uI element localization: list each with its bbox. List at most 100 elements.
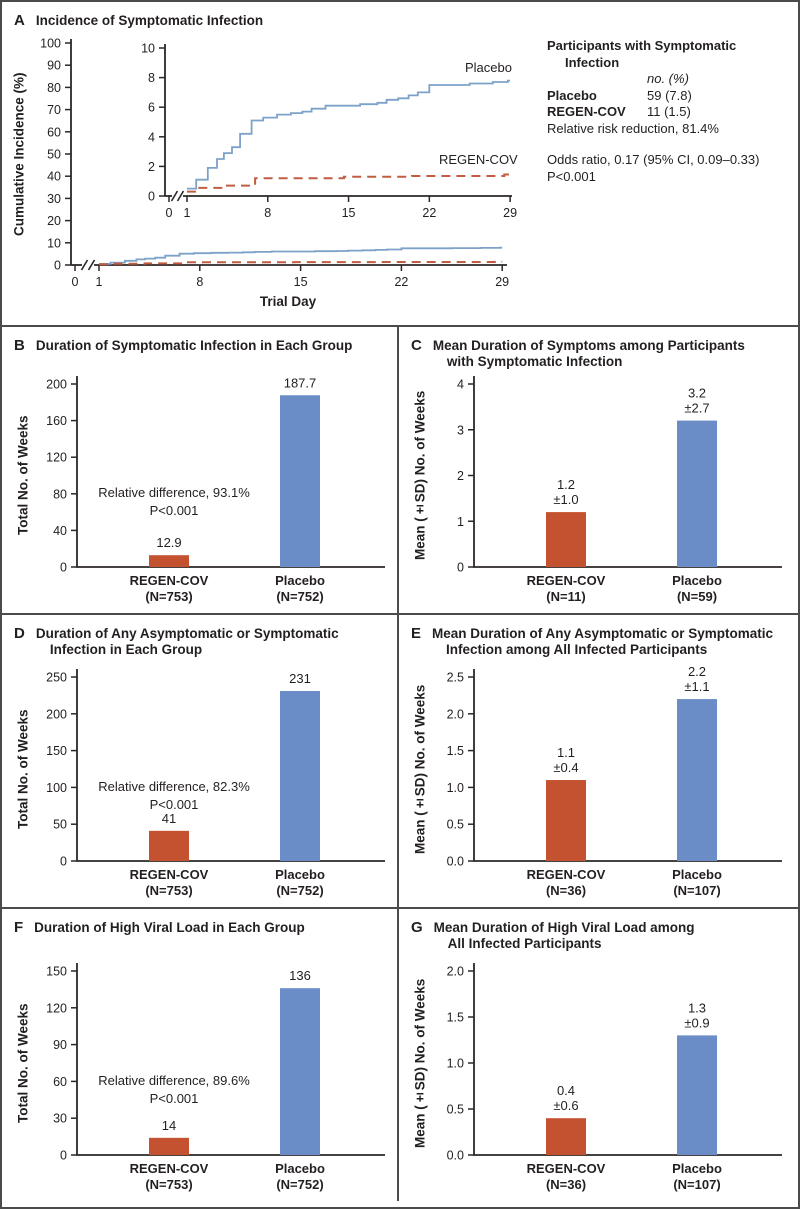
svg-text:2: 2: [148, 160, 155, 174]
svg-text:0: 0: [457, 561, 464, 575]
svg-text:1.0: 1.0: [447, 1057, 464, 1071]
panel-e-y-axis-label: Mean (±SD) No. of Weeks: [412, 684, 428, 854]
svg-text:1.1: 1.1: [557, 745, 575, 760]
svg-text:(N=753): (N=753): [145, 883, 192, 898]
svg-text:(N=36): (N=36): [546, 883, 586, 898]
svg-text:2: 2: [457, 469, 464, 483]
svg-text:1.5: 1.5: [447, 1011, 464, 1025]
svg-text:(N=107): (N=107): [673, 1177, 720, 1192]
svg-text:22: 22: [394, 275, 408, 289]
stats-heading-line2: Infection: [565, 54, 620, 70]
panel-a-title: Incidence of Symptomatic Infection: [35, 13, 264, 28]
svg-text:60: 60: [47, 125, 61, 139]
svg-text:±1.0: ±1.0: [553, 492, 578, 507]
stats-p-value: P<0.001: [547, 168, 596, 184]
panel-e-chart: 0.0 0.5 1.0 1.5 2.0 2.5 1.1±0.4 REGEN-COV(N=36)…: [447, 664, 782, 898]
panel-f-chart: 0 30 60 90 120 150 14 REGEN-COV(N=753) 136 Placeb…: [46, 963, 385, 1192]
svg-text:P<0.001: P<0.001: [150, 1091, 199, 1106]
svg-text:0: 0: [60, 855, 67, 869]
svg-text:20: 20: [47, 214, 61, 228]
svg-text:1.5: 1.5: [447, 744, 464, 758]
svg-text:(N=753): (N=753): [145, 1177, 192, 1192]
svg-text:150: 150: [46, 744, 67, 758]
stats-regen-value: 11 (1.5): [647, 104, 691, 119]
panel-d-y-axis-label: Total No. of Weeks: [15, 709, 31, 829]
panel-g-title: Mean Duration of High Viral Load among: [433, 920, 695, 935]
svg-text:10: 10: [47, 236, 61, 250]
svg-text:Placebo: Placebo: [275, 573, 325, 588]
panel-b-letter: B: [14, 337, 25, 354]
svg-text:2.5: 2.5: [447, 671, 464, 685]
svg-text:Placebo: Placebo: [672, 1161, 722, 1176]
panel-b-y-axis-label: Total No. of Weeks: [15, 415, 31, 536]
svg-text:120: 120: [46, 1001, 67, 1015]
svg-text:14: 14: [162, 1118, 176, 1133]
panel-a-letter: A: [14, 12, 25, 29]
svg-text:0: 0: [60, 1149, 67, 1163]
svg-text:0: 0: [60, 561, 67, 575]
panel-g: G Mean Duration of High Viral Load among…: [399, 909, 798, 1201]
svg-text:1: 1: [457, 515, 464, 529]
svg-text:(N=752): (N=752): [276, 589, 323, 604]
svg-text:Placebo: Placebo: [672, 573, 722, 588]
svg-text:±0.9: ±0.9: [684, 1015, 709, 1030]
row-bc: B Duration of Symptomatic Infection in E…: [2, 325, 798, 613]
svg-text:10: 10: [141, 42, 155, 56]
svg-text:0: 0: [54, 259, 61, 273]
svg-text:90: 90: [47, 59, 61, 73]
svg-text:3: 3: [457, 423, 464, 437]
svg-text:REGEN-COV: REGEN-COV: [527, 1161, 606, 1176]
panel-d-title: Duration of Any Asymptomatic or Symptoma…: [35, 626, 339, 641]
svg-text:±0.6: ±0.6: [553, 1098, 578, 1113]
svg-text:(N=11): (N=11): [546, 589, 585, 604]
svg-text:2.0: 2.0: [447, 965, 464, 979]
svg-text:80: 80: [47, 81, 61, 95]
panel-c-letter: C: [411, 337, 422, 354]
panel-e-title: Mean Duration of Any Asymptomatic or Sym…: [432, 626, 774, 641]
panel-b: B Duration of Symptomatic Infection in E…: [2, 327, 399, 613]
svg-text:2.0: 2.0: [447, 707, 464, 721]
svg-text:REGEN-COV: REGEN-COV: [130, 1161, 209, 1176]
svg-text:29: 29: [503, 206, 517, 220]
panel-e: E Mean Duration of Any Asymptomatic or S…: [399, 615, 798, 907]
svg-text:(N=107): (N=107): [673, 883, 720, 898]
svg-text:4: 4: [457, 378, 464, 392]
svg-text:1: 1: [96, 275, 103, 289]
svg-text:±0.4: ±0.4: [553, 760, 578, 775]
svg-text:187.7: 187.7: [284, 375, 317, 390]
svg-text:160: 160: [46, 414, 67, 428]
svg-text:15: 15: [294, 275, 308, 289]
svg-text:0: 0: [72, 275, 79, 289]
svg-text:(N=59): (N=59): [677, 589, 717, 604]
svg-text:Placebo: Placebo: [275, 867, 325, 882]
svg-text:231: 231: [289, 671, 311, 686]
svg-text:250: 250: [46, 671, 67, 685]
svg-text:1: 1: [184, 206, 191, 220]
svg-text:P<0.001: P<0.001: [150, 503, 199, 518]
stats-column-header: no. (%): [647, 71, 689, 86]
panel-g-letter: G: [411, 919, 423, 936]
svg-text:15: 15: [342, 206, 356, 220]
svg-text:41: 41: [162, 811, 176, 826]
stats-placebo-value: 59 (7.8): [647, 87, 692, 103]
row-de: D Duration of Any Asymptomatic or Sympto…: [2, 613, 798, 907]
panel-d-letter: D: [14, 625, 25, 642]
panel-a-header: A Incidence of Symptomatic Infection: [14, 12, 263, 29]
svg-text:(N=36): (N=36): [546, 1177, 586, 1192]
svg-text:29: 29: [495, 275, 509, 289]
svg-text:±2.7: ±2.7: [684, 401, 709, 416]
panel-a: A Incidence of Symptomatic Infection Cum…: [2, 2, 798, 325]
svg-text:(N=752): (N=752): [276, 1177, 323, 1192]
svg-text:Placebo: Placebo: [672, 867, 722, 882]
svg-text:50: 50: [47, 148, 61, 162]
svg-text:REGEN-COV: REGEN-COV: [130, 573, 209, 588]
svg-text:30: 30: [53, 1112, 67, 1126]
svg-text:3.2: 3.2: [688, 386, 706, 401]
svg-text:100: 100: [40, 37, 61, 51]
svg-text:200: 200: [46, 707, 67, 721]
svg-text:136: 136: [289, 968, 311, 983]
svg-text:Relative difference, 89.6%: Relative difference, 89.6%: [98, 1073, 250, 1088]
stats-relative-risk: Relative risk reduction, 81.4%: [547, 120, 719, 136]
stats-odds-ratio: Odds ratio, 0.17 (95% CI, 0.09–0.33): [547, 152, 760, 167]
